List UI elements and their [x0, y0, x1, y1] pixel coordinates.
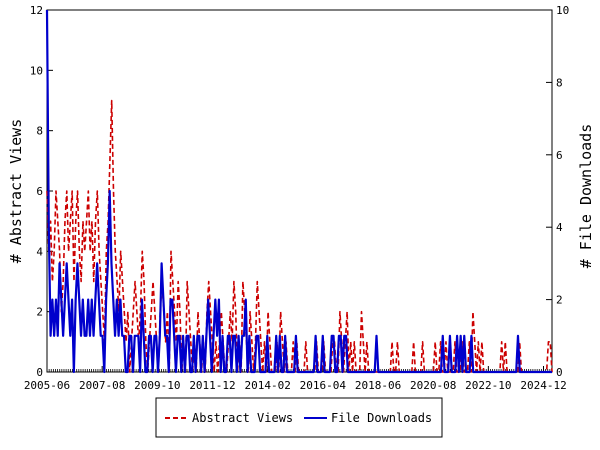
x-tick-label: 2024-12 [520, 379, 566, 392]
legend-label-file-downloads: File Downloads [331, 411, 432, 425]
x-tick-label: 2022-10 [465, 379, 511, 392]
y-left-tick-label: 8 [36, 125, 43, 138]
y-right-tick-label: 2 [556, 294, 563, 307]
x-tick-label: 2018-06 [355, 379, 401, 392]
series-line-file-downloads [45, 9, 552, 374]
y-left-tick-label: 2 [36, 306, 43, 319]
x-tick-label: 2016-04 [300, 379, 347, 392]
y-right-tick-label: 4 [556, 221, 563, 234]
y-left-tick-label: 10 [30, 64, 43, 77]
x-tick-label: 2005-06 [24, 379, 70, 392]
x-tick-label: 2009-10 [134, 379, 180, 392]
series-layer [45, 9, 553, 374]
y-left-tick-label: 12 [30, 4, 43, 17]
plot-area [46, 9, 553, 373]
y-right-tick-label: 8 [556, 76, 563, 89]
y-right-tick-label: 10 [556, 4, 569, 17]
y-left-tick-label: 4 [36, 245, 43, 258]
legend-label-abstract-views: Abstract Views [192, 411, 293, 425]
x-tick-label: 2014-02 [244, 379, 290, 392]
x-tick-label: 2007-08 [79, 379, 125, 392]
y-left-tick-label: 0 [36, 366, 43, 379]
y-right-tick-label: 6 [556, 149, 563, 162]
legend-box [155, 397, 443, 438]
y-axis-title-left: # Abstract Views [7, 119, 25, 264]
x-tick-label: 2020-08 [410, 379, 456, 392]
x-tick-label: 2011-12 [189, 379, 235, 392]
legend: Abstract Views File Downloads [155, 397, 443, 438]
y-axis-title-right: # File Downloads [577, 124, 595, 269]
y-right-tick-label: 0 [556, 366, 563, 379]
y-left-tick-label: 6 [36, 185, 43, 198]
